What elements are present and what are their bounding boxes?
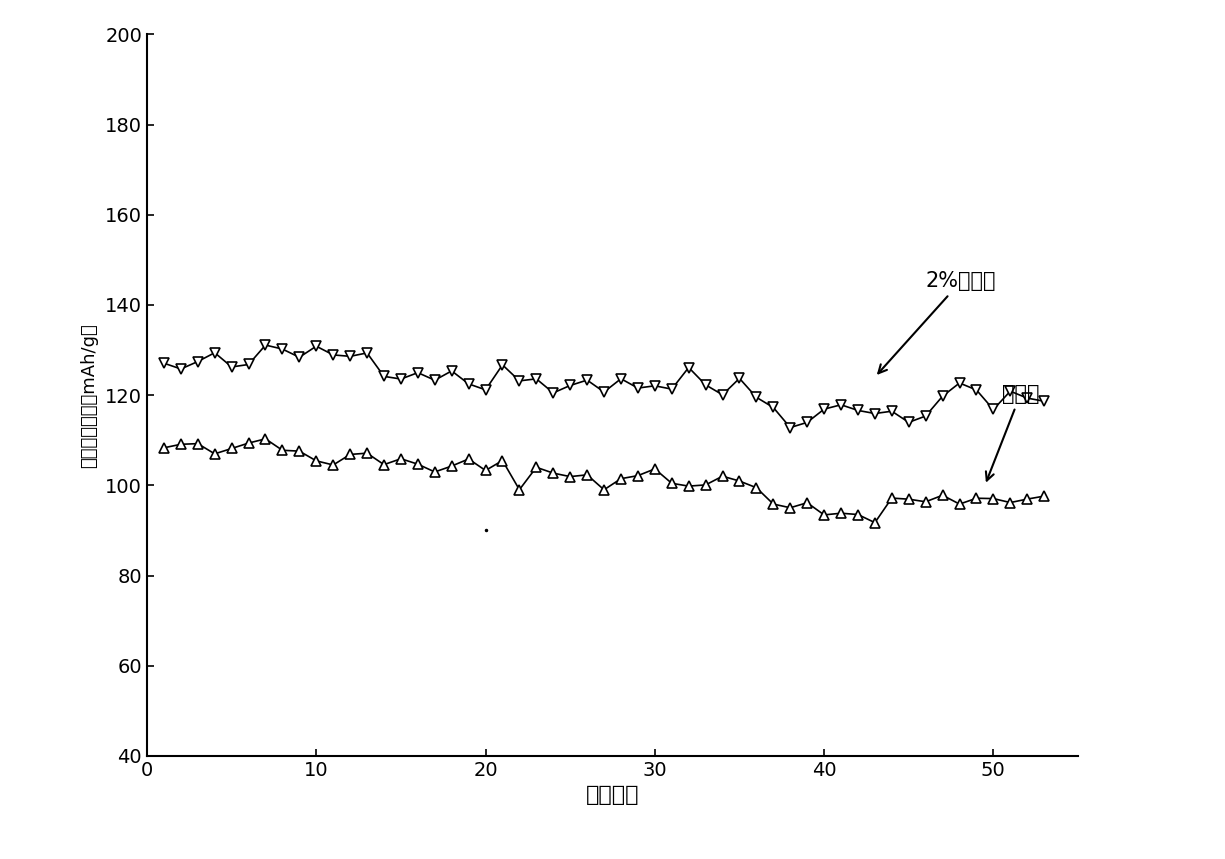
Text: 未添加: 未添加 (986, 384, 1039, 480)
X-axis label: 循环次数: 循环次数 (586, 785, 639, 806)
Text: 2%添加剂: 2%添加剂 (878, 271, 996, 374)
Y-axis label: 放电比容量／（mAh/g）: 放电比容量／（mAh/g） (80, 323, 98, 467)
